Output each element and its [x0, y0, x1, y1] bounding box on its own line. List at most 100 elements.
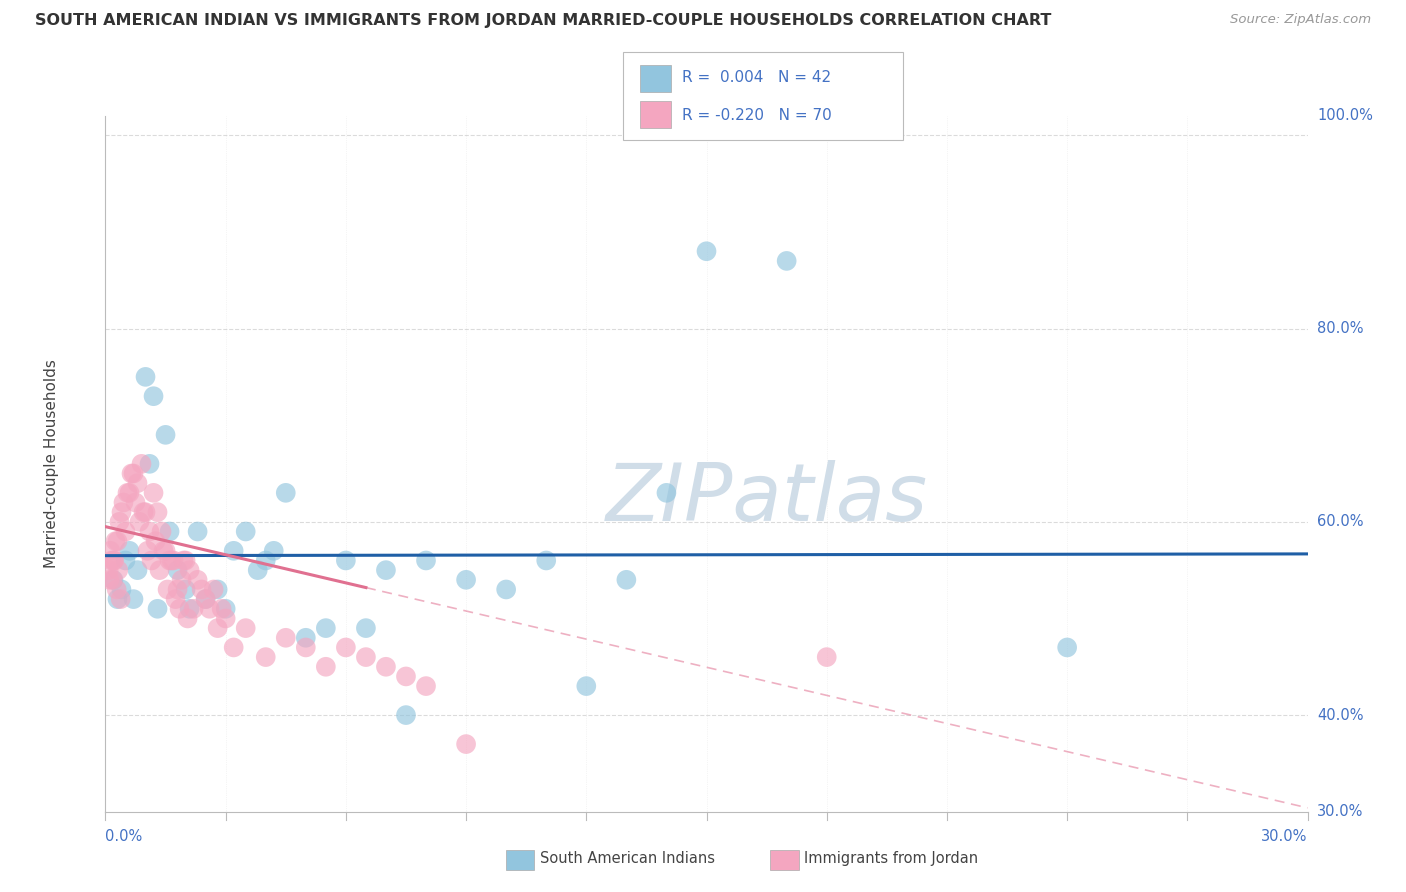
Point — [136, 544, 159, 558]
Text: R =  0.004   N = 42: R = 0.004 N = 42 — [682, 70, 831, 85]
Point — [132, 505, 155, 519]
Point — [98, 573, 121, 587]
Point — [534, 553, 557, 567]
Text: ZIPatlas: ZIPatlas — [606, 459, 928, 538]
Point — [415, 553, 437, 567]
Point — [246, 563, 269, 577]
Point — [495, 582, 517, 597]
Point — [295, 631, 318, 645]
Point — [194, 592, 217, 607]
Text: 80.0%: 80.0% — [1317, 321, 1364, 336]
Point — [415, 679, 437, 693]
Point — [187, 573, 209, 587]
Point — [395, 669, 418, 683]
Text: Source: ZipAtlas.com: Source: ZipAtlas.com — [1230, 13, 1371, 27]
Point — [124, 495, 146, 509]
Point — [166, 582, 188, 597]
Point — [315, 621, 337, 635]
Point — [155, 544, 177, 558]
Text: 60.0%: 60.0% — [1317, 515, 1364, 529]
Point — [1056, 640, 1078, 655]
Point — [211, 602, 233, 616]
Point — [179, 563, 201, 577]
Point — [122, 467, 145, 481]
Text: South American Indians: South American Indians — [540, 852, 714, 866]
Point — [166, 563, 188, 577]
Point — [105, 582, 128, 597]
Point — [108, 515, 131, 529]
Text: R = -0.220   N = 70: R = -0.220 N = 70 — [682, 108, 832, 122]
Point — [616, 573, 638, 587]
Point — [165, 592, 187, 607]
Point — [194, 592, 217, 607]
Point — [354, 621, 377, 635]
Text: SOUTH AMERICAN INDIAN VS IMMIGRANTS FROM JORDAN MARRIED-COUPLE HOUSEHOLDS CORREL: SOUTH AMERICAN INDIAN VS IMMIGRANTS FROM… — [35, 13, 1052, 29]
Point — [776, 254, 799, 268]
Point — [138, 524, 160, 539]
Point — [222, 640, 245, 655]
Point — [159, 524, 181, 539]
Point — [128, 515, 150, 529]
Point — [456, 737, 478, 751]
Point — [187, 524, 209, 539]
Point — [456, 573, 478, 587]
Point — [127, 476, 149, 491]
Point — [146, 505, 169, 519]
Point — [198, 602, 221, 616]
Point — [174, 582, 197, 597]
Point — [374, 660, 396, 674]
Point — [141, 553, 163, 567]
Point — [155, 428, 177, 442]
Point — [110, 582, 132, 597]
Point — [169, 602, 191, 616]
Point — [114, 524, 136, 539]
Text: 100.0%: 100.0% — [1317, 109, 1374, 123]
Point — [235, 524, 257, 539]
Text: Married-couple Households: Married-couple Households — [44, 359, 59, 568]
Point — [121, 467, 143, 481]
Point — [117, 485, 139, 500]
Point — [207, 582, 229, 597]
Point — [274, 631, 297, 645]
Point — [114, 553, 136, 567]
Point — [150, 524, 173, 539]
Point — [135, 370, 157, 384]
Point — [148, 563, 170, 577]
Point — [118, 485, 141, 500]
Point — [146, 602, 169, 616]
Point — [179, 602, 201, 616]
Point — [103, 553, 125, 567]
Point — [207, 621, 229, 635]
Point — [138, 457, 160, 471]
Point — [214, 611, 236, 625]
Point — [575, 679, 598, 693]
Point — [374, 563, 396, 577]
Text: 30.0%: 30.0% — [1261, 830, 1308, 844]
Point — [142, 389, 165, 403]
Point — [295, 640, 318, 655]
Text: 0.0%: 0.0% — [105, 830, 142, 844]
Point — [135, 505, 157, 519]
Point — [183, 602, 205, 616]
Point — [142, 485, 165, 500]
Point — [107, 592, 129, 607]
Text: Immigrants from Jordan: Immigrants from Jordan — [804, 852, 979, 866]
Point — [112, 495, 135, 509]
Point — [235, 621, 257, 635]
Point — [696, 244, 718, 259]
Point — [152, 544, 174, 558]
Text: 40.0%: 40.0% — [1317, 707, 1364, 723]
Point — [101, 573, 124, 587]
Point — [131, 457, 153, 471]
Point — [335, 640, 357, 655]
Point — [395, 708, 418, 723]
Point — [170, 573, 193, 587]
Point — [222, 544, 245, 558]
Point — [354, 650, 377, 665]
Point — [107, 563, 129, 577]
Point — [156, 582, 179, 597]
Point — [214, 602, 236, 616]
Point — [254, 553, 277, 567]
Point — [335, 553, 357, 567]
Point — [190, 582, 212, 597]
